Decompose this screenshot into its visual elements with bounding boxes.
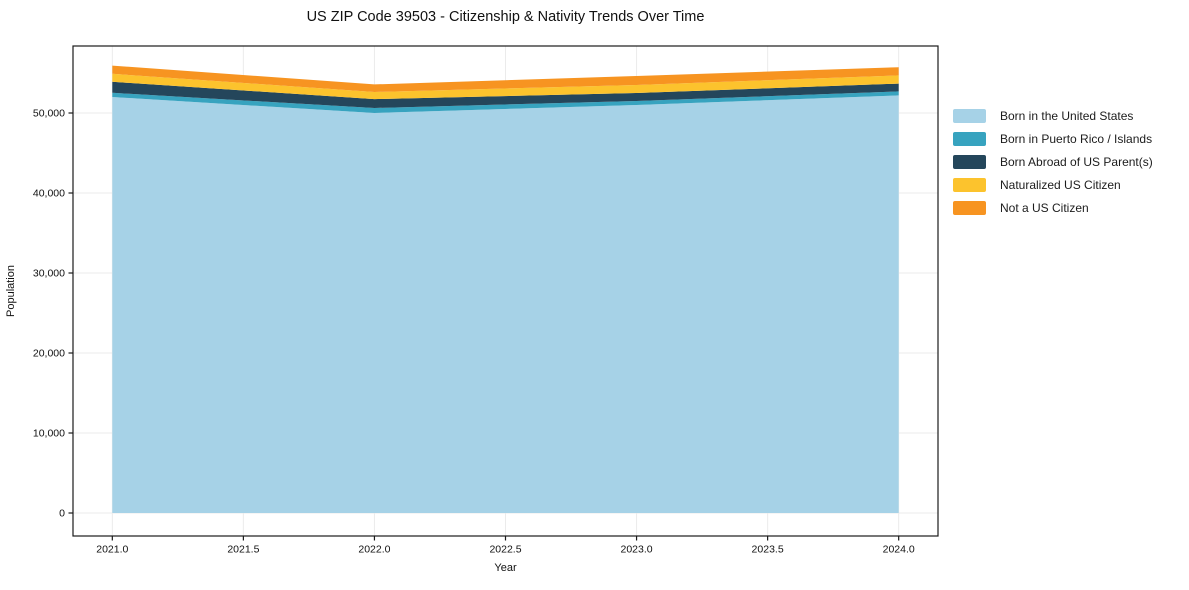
area-series-born-in-puerto-rico-islands: [112, 91, 899, 113]
legend-swatch: [953, 177, 986, 192]
area-series-not-a-us-citizen: [112, 65, 899, 92]
area-series-born-abroad-of-us-parent-s: [112, 81, 899, 108]
y-tick-label: 10,000: [33, 428, 65, 440]
legend-item: Naturalized US Citizen: [953, 173, 1153, 196]
area-series-naturalized-us-citizen: [112, 73, 899, 100]
y-tick-label: 0: [59, 508, 65, 520]
x-tick-label: 2022.0: [358, 544, 390, 556]
legend: Born in the United States Born in Puerto …: [953, 104, 1153, 219]
legend-label: Not a US Citizen: [1000, 200, 1089, 215]
legend-swatch: [953, 200, 986, 215]
x-tick-label: 2022.5: [489, 544, 521, 556]
x-tick-label: 2021.5: [227, 544, 259, 556]
x-axis-label: Year: [494, 562, 517, 574]
area-series-born-in-the-united-states: [112, 95, 899, 514]
x-tick-label: 2024.0: [883, 544, 915, 556]
y-tick-label: 20,000: [33, 348, 65, 360]
y-tick-label: 50,000: [33, 108, 65, 120]
legend-swatch: [953, 108, 986, 123]
chart-title: US ZIP Code 39503 - Citizenship & Nativi…: [306, 9, 705, 25]
legend-swatch: [953, 131, 986, 146]
legend-label: Born in the United States: [1000, 108, 1134, 123]
y-tick-label: 30,000: [33, 268, 65, 280]
legend-label: Naturalized US Citizen: [1000, 177, 1121, 192]
legend-item: Born in the United States: [953, 104, 1153, 127]
x-tick-label: 2021.0: [96, 544, 128, 556]
x-tick-label: 2023.0: [620, 544, 652, 556]
y-tick-label: 40,000: [33, 188, 65, 200]
legend-label: Born Abroad of US Parent(s): [1000, 154, 1153, 169]
legend-item: Not a US Citizen: [953, 196, 1153, 219]
x-tick-label: 2023.5: [752, 544, 784, 556]
legend-label: Born in Puerto Rico / Islands: [1000, 131, 1153, 146]
legend-item: Born Abroad of US Parent(s): [953, 150, 1153, 173]
legend-swatch: [953, 154, 986, 169]
y-axis-label: Population: [5, 265, 17, 317]
legend-item: Born in Puerto Rico / Islands: [953, 127, 1153, 150]
